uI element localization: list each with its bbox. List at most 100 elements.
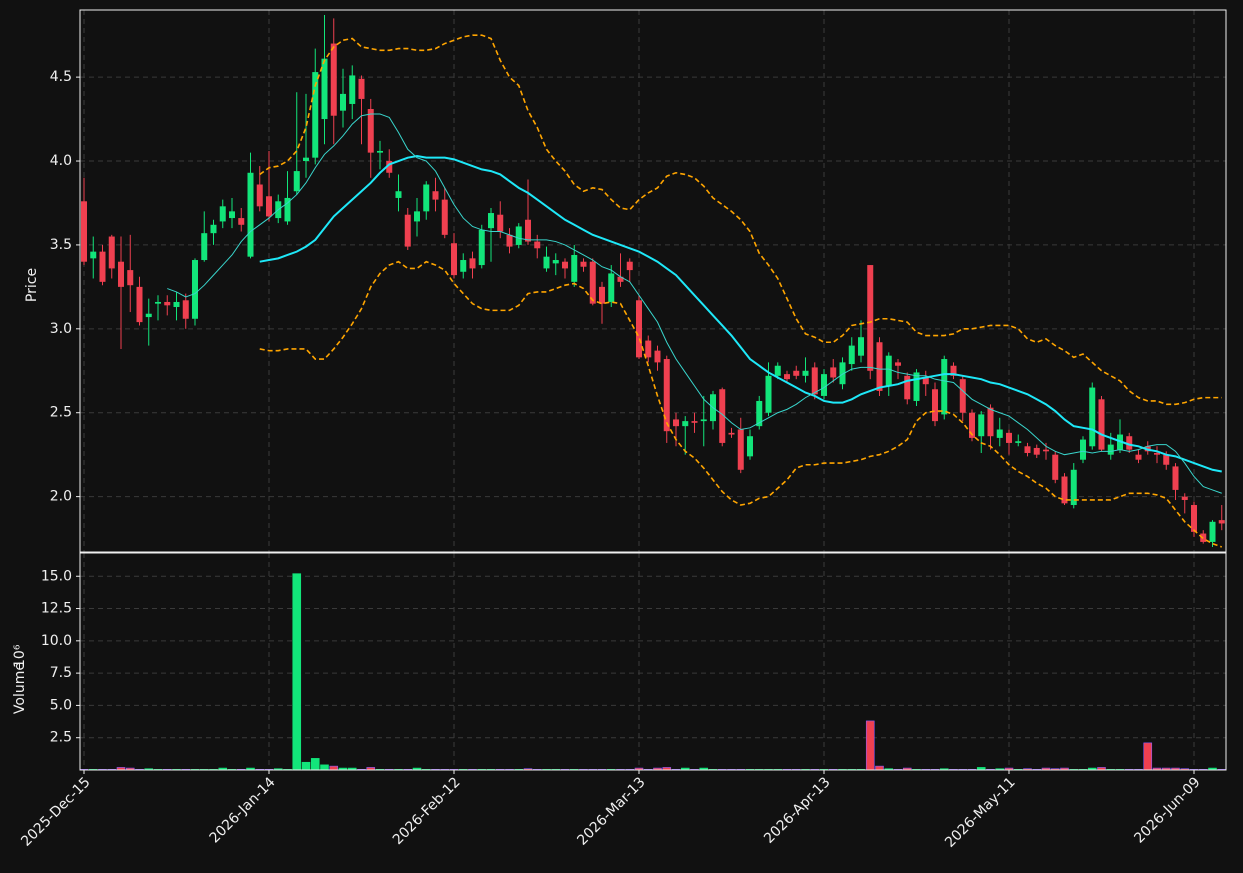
candle-body xyxy=(645,340,652,358)
candle-body xyxy=(589,261,596,304)
candle-body xyxy=(571,254,578,282)
candle-body xyxy=(756,400,763,427)
candle-body xyxy=(922,377,929,385)
candle-body xyxy=(432,191,439,200)
candle-body xyxy=(386,161,393,173)
y-tick-label: 4.0 xyxy=(50,153,72,169)
candle-body xyxy=(552,260,559,264)
candle-body xyxy=(987,407,994,437)
y-tick-label: 4.5 xyxy=(50,69,72,85)
candle-body xyxy=(367,109,374,153)
candle-body xyxy=(932,389,938,422)
candle-body xyxy=(793,370,800,376)
candle-body xyxy=(848,345,855,365)
candle-body xyxy=(451,243,457,276)
candle-body xyxy=(377,150,383,153)
candle-body xyxy=(469,258,476,269)
candle-body xyxy=(737,429,744,470)
indicator-line xyxy=(259,34,1222,406)
volume-scale-label: 10⁶ xyxy=(12,644,28,668)
candle-body xyxy=(1209,521,1216,542)
candle-body xyxy=(164,301,171,306)
candle-body xyxy=(321,58,328,120)
candle-body xyxy=(284,197,291,222)
volume-panel-frame xyxy=(79,552,1227,771)
y-tick-label: 7.5 xyxy=(50,665,72,681)
candle-body xyxy=(358,78,365,99)
candle-body xyxy=(256,184,263,207)
candle-body xyxy=(1191,505,1197,532)
candle-body xyxy=(858,337,864,356)
candle-body xyxy=(774,365,781,376)
candle-body xyxy=(765,375,772,413)
volume-bar xyxy=(865,720,875,771)
volume-bar xyxy=(292,573,302,771)
candle-body xyxy=(811,367,818,395)
volume-bar xyxy=(1143,742,1153,771)
indicator-line xyxy=(259,260,1223,548)
candle-body xyxy=(423,184,430,212)
candle-body xyxy=(885,355,892,386)
candle-body xyxy=(1033,447,1040,455)
candle-body xyxy=(673,419,679,427)
candle-body xyxy=(950,365,957,376)
candle-body xyxy=(1024,446,1031,453)
candle-body xyxy=(719,389,726,443)
candle-body xyxy=(1107,444,1114,455)
price-panel-frame xyxy=(79,9,1227,553)
candle-body xyxy=(747,436,753,457)
candle-body xyxy=(839,362,846,385)
candle-body xyxy=(876,342,883,391)
candle-body xyxy=(182,300,189,319)
candle-body xyxy=(1172,466,1179,490)
candle-body xyxy=(266,196,272,217)
candle-body xyxy=(1043,449,1049,452)
indicator-line xyxy=(167,113,1222,494)
y-tick-label: 5.0 xyxy=(50,697,72,713)
candle-body xyxy=(1061,476,1068,504)
volume-bar xyxy=(329,765,339,771)
candle-body xyxy=(441,199,448,235)
y-tick-label: 2.5 xyxy=(50,730,72,746)
candle-body xyxy=(1080,439,1086,460)
candle-body xyxy=(608,273,615,302)
candle-body xyxy=(1006,432,1012,443)
candle-body xyxy=(895,362,901,366)
candle-body xyxy=(1098,399,1105,450)
candle-body xyxy=(506,234,513,247)
candle-body xyxy=(201,233,208,261)
candle-body xyxy=(1135,454,1142,460)
candle-body xyxy=(118,261,124,287)
candle-body xyxy=(1052,454,1059,480)
candle-body xyxy=(99,251,106,282)
volume-bar xyxy=(310,758,320,771)
candle-body xyxy=(580,261,587,267)
candle-body xyxy=(1181,496,1188,500)
candle-body xyxy=(830,367,837,378)
candle-body xyxy=(340,93,346,111)
candle-body xyxy=(1070,469,1077,506)
candle-body xyxy=(247,172,254,257)
volume-bar xyxy=(301,761,311,771)
candle-body xyxy=(192,260,198,319)
candle-body xyxy=(1163,454,1170,465)
volume-axis-label: Volume xyxy=(12,662,28,714)
candle-body xyxy=(312,72,319,158)
candle-body xyxy=(136,286,143,323)
candle-body xyxy=(108,236,115,269)
candle-body xyxy=(488,213,494,229)
y-tick-label: 12.5 xyxy=(41,601,72,617)
candle-body xyxy=(414,211,420,222)
candle-body xyxy=(663,359,670,432)
candle-body xyxy=(210,224,217,234)
candle-body xyxy=(534,241,541,249)
y-axis-label: Price xyxy=(24,268,40,302)
candle-body xyxy=(81,201,87,262)
candle-body xyxy=(349,75,356,104)
candle-body xyxy=(691,421,698,423)
candle-body xyxy=(959,379,966,413)
candle-body xyxy=(303,157,309,162)
candle-body xyxy=(821,374,827,396)
candle-body xyxy=(599,286,605,304)
